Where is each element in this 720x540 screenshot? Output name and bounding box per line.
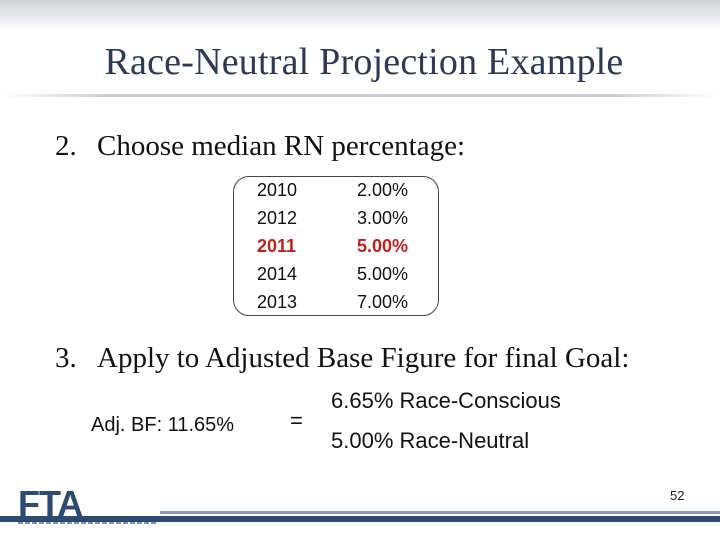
title-divider (0, 94, 720, 97)
table-year: 2011 (257, 236, 297, 256)
step-number: 3. (55, 342, 77, 374)
fta-logo-tagline-strip (18, 522, 158, 524)
table-percentage: 5.00% (357, 264, 409, 284)
table-year: 2013 (257, 292, 298, 312)
fta-logo-text: FTA (18, 483, 83, 524)
step-apply-base-figure: 3. Apply to Adjusted Base Figure for fina… (55, 342, 629, 375)
table-year: 2010 (257, 180, 298, 200)
percentage-table-frame (233, 176, 439, 316)
result-race-neutral: 5.00% Race-Neutral (331, 428, 530, 453)
step-number: 2. (55, 130, 77, 162)
slide-title: Race-Neutral Projection Example (104, 41, 624, 83)
table-year: 2012 (257, 208, 298, 228)
footer-accent-line (160, 511, 720, 514)
table-percentage: 2.00% (357, 180, 409, 200)
footer-bar (0, 516, 720, 522)
table-percentage: 3.00% (357, 208, 409, 228)
page-number: 52 (670, 488, 685, 503)
step-choose-median: 2. Choose median RN percentage: (55, 130, 465, 163)
adjusted-base-figure: Adj. BF: 11.65% (91, 414, 235, 436)
step-text: Apply to Adjusted Base Figure for final … (97, 342, 630, 374)
table-percentage: 5.00% (357, 236, 409, 256)
top-gradient-band (0, 0, 720, 30)
result-race-conscious: 6.65% Race-Conscious (331, 388, 561, 413)
step-text: Choose median RN percentage: (97, 130, 466, 162)
fta-logo: FTA (18, 483, 158, 524)
table-percentage: 7.00% (357, 292, 409, 312)
table-year: 2014 (257, 264, 298, 284)
equals-sign: = (290, 408, 303, 433)
